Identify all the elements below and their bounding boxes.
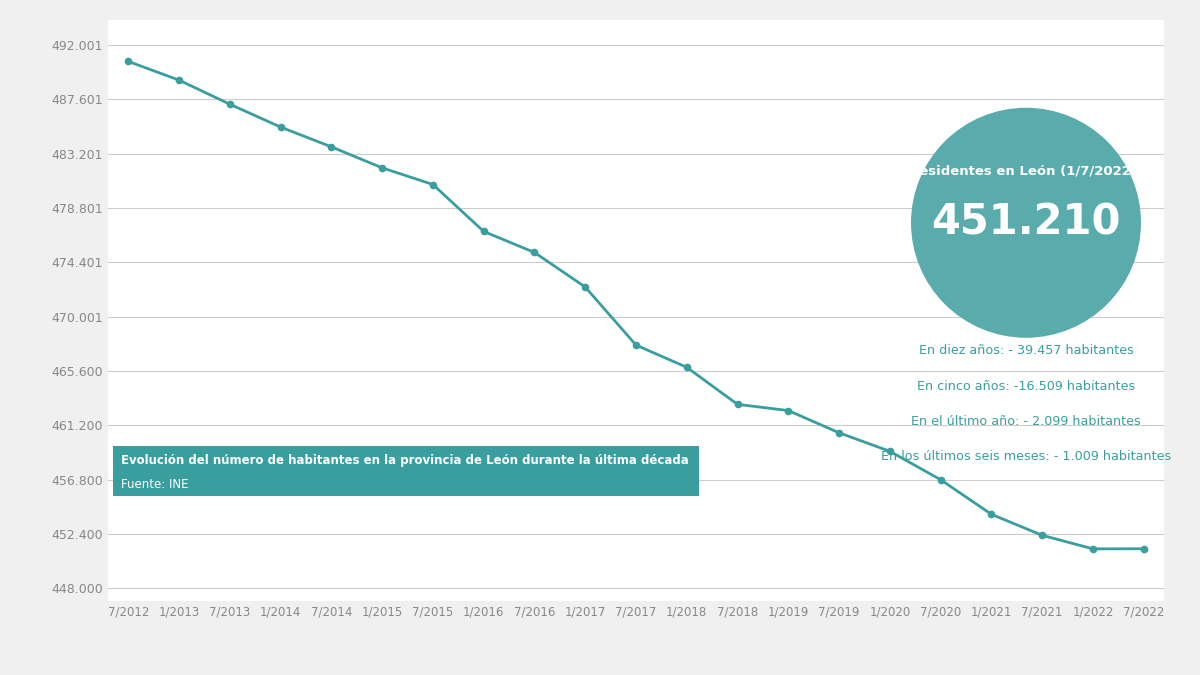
- Text: En los últimos seis meses: - 1.009 habitantes: En los últimos seis meses: - 1.009 habit…: [881, 450, 1171, 463]
- Text: En diez años: - 39.457 habitantes: En diez años: - 39.457 habitantes: [918, 344, 1134, 358]
- Text: En el último año: - 2.099 habitantes: En el último año: - 2.099 habitantes: [911, 414, 1141, 428]
- Text: 451.210: 451.210: [931, 202, 1121, 244]
- Text: En cinco años: -16.509 habitantes: En cinco años: -16.509 habitantes: [917, 379, 1135, 393]
- Text: Evolución del número de habitantes en la provincia de León durante la última déc: Evolución del número de habitantes en la…: [121, 454, 689, 466]
- FancyBboxPatch shape: [113, 446, 700, 495]
- Text: Fuente: INE: Fuente: INE: [121, 479, 188, 491]
- Text: Residentes en León (1/7/2022):: Residentes en León (1/7/2022):: [910, 165, 1142, 178]
